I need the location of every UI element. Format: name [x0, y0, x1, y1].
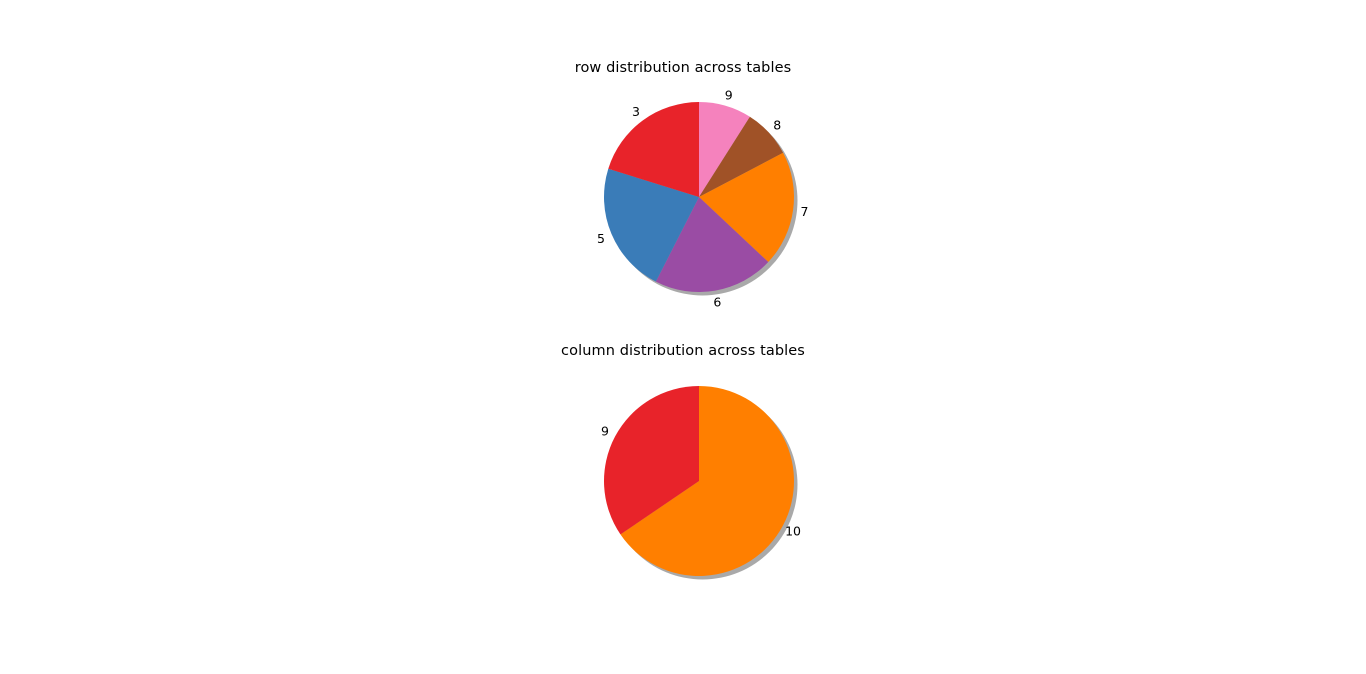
- pie-slice-label: 5: [597, 231, 605, 246]
- pie-slice: [655, 197, 769, 293]
- pie-slice: [620, 386, 795, 576]
- pie-slice-label: 7: [800, 204, 808, 219]
- pie-slice: [608, 102, 699, 197]
- pie-slice: [604, 168, 699, 282]
- pie-slice: [699, 116, 784, 197]
- pie-svg-rows: 9 8 7 6 5 3: [597, 87, 808, 309]
- pie-slice-label: 10: [785, 523, 801, 538]
- pie-chart-rows: row distribution across tables 9 8 7 6 5 3: [574, 60, 809, 309]
- pie-slice-label: 9: [725, 87, 733, 102]
- pie-slice-label: 9: [601, 424, 609, 439]
- pie-slice: [699, 152, 795, 263]
- pie-slice: [699, 102, 750, 197]
- pie-chart-columns: column distribution across tables 10 9: [0, 337, 1366, 674]
- chart-title-columns: column distribution across tables: [561, 343, 805, 359]
- pie-slice-label: 8: [773, 117, 781, 132]
- pie-slice-label: 3: [632, 104, 640, 119]
- pie-slice: [604, 386, 699, 535]
- chart-title-rows: row distribution across tables: [574, 60, 792, 76]
- pie-svg-columns: 10 9: [601, 386, 801, 580]
- pie-slice-label: 6: [713, 294, 721, 309]
